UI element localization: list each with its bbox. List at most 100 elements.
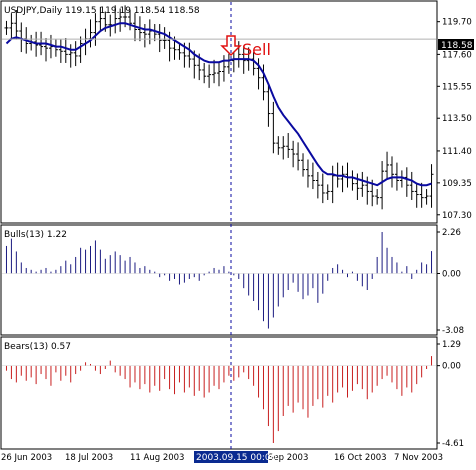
price-ytick-label: 117.60 — [442, 50, 472, 60]
bulls-ytick-label: 2.26 — [442, 228, 461, 238]
price-bar — [217, 62, 221, 87]
price-bar — [315, 171, 320, 199]
price-bar — [375, 189, 380, 205]
price-bar — [48, 34, 53, 59]
price-bar — [142, 24, 147, 48]
moving-average-line — [5, 22, 432, 187]
price-bar — [128, 10, 133, 31]
price-bar — [424, 189, 429, 205]
price-bar — [355, 173, 360, 200]
bears-panel-title: Bears(13) 0.57 — [4, 342, 71, 352]
bears-ytick-label: 1.29 — [442, 340, 461, 350]
axis-labels: 119.70 117.60 115.55 113.50 111.40 109.35 107.… — [1, 18, 472, 463]
price-bar — [98, 6, 103, 32]
price-bar — [177, 42, 182, 60]
price-bar — [63, 38, 68, 63]
price-ytick-label: 107.30 — [442, 211, 472, 221]
price-bar — [226, 53, 231, 74]
price-bar — [296, 142, 301, 171]
price-bar — [207, 64, 212, 88]
price-bar — [330, 165, 335, 204]
price-bar — [281, 136, 286, 160]
bulls-ytick-label: -3.08 — [442, 326, 464, 336]
price-ytick-label: 111.40 — [442, 147, 472, 157]
price-bar — [187, 42, 192, 68]
price-bar — [404, 167, 409, 197]
price-bar — [68, 44, 73, 68]
price-bar — [399, 170, 404, 188]
x-axis-label: 18 Jul 2003 — [65, 453, 113, 463]
price-bar — [157, 24, 162, 53]
price-bar — [19, 22, 24, 53]
price-bar — [93, 13, 98, 46]
price-bar — [305, 159, 310, 188]
bulls-histogram — [2, 232, 436, 329]
price-panel-frame — [0, 0, 438, 224]
price-panel-title: USDJPY,Daily 119.15 119.19 118.54 118.58 — [4, 6, 200, 16]
price-bar — [162, 27, 167, 49]
price-bar — [301, 153, 306, 177]
price-ytick-label: 115.55 — [442, 82, 472, 92]
bears-panel-frame — [0, 336, 438, 450]
price-bar — [261, 64, 266, 101]
price-bar — [147, 19, 152, 45]
price-bar — [58, 39, 63, 63]
price-bar — [320, 173, 325, 204]
current-price-label: 118.58 — [441, 41, 473, 51]
price-bar — [271, 101, 276, 154]
price-bar — [236, 41, 241, 68]
x-axis-label: 16 Oct 2003 — [334, 453, 387, 463]
price-bar — [310, 162, 315, 190]
price-bar — [212, 59, 217, 84]
price-bar — [202, 62, 207, 84]
price-bar — [152, 24, 157, 42]
price-bar — [429, 164, 434, 208]
current-price-tag — [438, 39, 474, 50]
price-bar — [414, 182, 419, 208]
bulls-panel-frame — [0, 224, 438, 336]
price-bar — [340, 165, 345, 193]
price-ytick-label: 113.50 — [442, 114, 472, 124]
price-bar — [409, 171, 414, 200]
bears-ytick-label: 0.00 — [442, 362, 461, 372]
date-highlight-label: 2003.09.15 00:00 — [196, 453, 277, 463]
date-highlight-bg — [194, 451, 268, 463]
price-bar — [78, 36, 83, 63]
bears-histogram — [2, 356, 436, 443]
x-axis-label: 7 Nov 2003 — [394, 453, 443, 463]
price-ytick-label: 119.70 — [442, 18, 472, 28]
price-bar — [360, 171, 365, 197]
price-bar — [419, 182, 424, 208]
price-bar — [53, 39, 58, 57]
sell-label: Sell — [242, 40, 271, 59]
price-bar — [389, 156, 394, 188]
bulls-panel-title: Bulls(13) 1.22 — [4, 230, 67, 240]
price-bar — [286, 133, 291, 158]
price-bar — [9, 13, 14, 40]
price-bar — [118, 8, 123, 32]
price-bar — [221, 55, 226, 82]
bears-ytick-label: -4.61 — [442, 439, 464, 449]
bulls-ytick-label: 0.00 — [442, 269, 461, 279]
price-bar — [276, 136, 281, 155]
price-bar — [345, 162, 350, 188]
price-bar — [88, 19, 93, 48]
price-bar — [291, 140, 296, 168]
price-bar — [73, 41, 78, 67]
price-bar — [385, 151, 390, 180]
price-bar — [256, 58, 261, 90]
price-bar — [380, 161, 385, 210]
price-bar — [266, 83, 271, 127]
price-bar — [44, 38, 49, 62]
price-bar — [14, 10, 19, 40]
x-axis-label: 26 Jun 2003 — [1, 453, 52, 463]
x-axis-label: 11 Aug 2003 — [130, 453, 184, 463]
x-axis-label: Sep 2003 — [268, 453, 308, 463]
price-bars — [2, 5, 436, 210]
price-ytick-label: 109.35 — [442, 179, 472, 189]
price-bar — [350, 170, 355, 191]
price-bar — [325, 184, 330, 200]
price-bar — [4, 20, 9, 35]
